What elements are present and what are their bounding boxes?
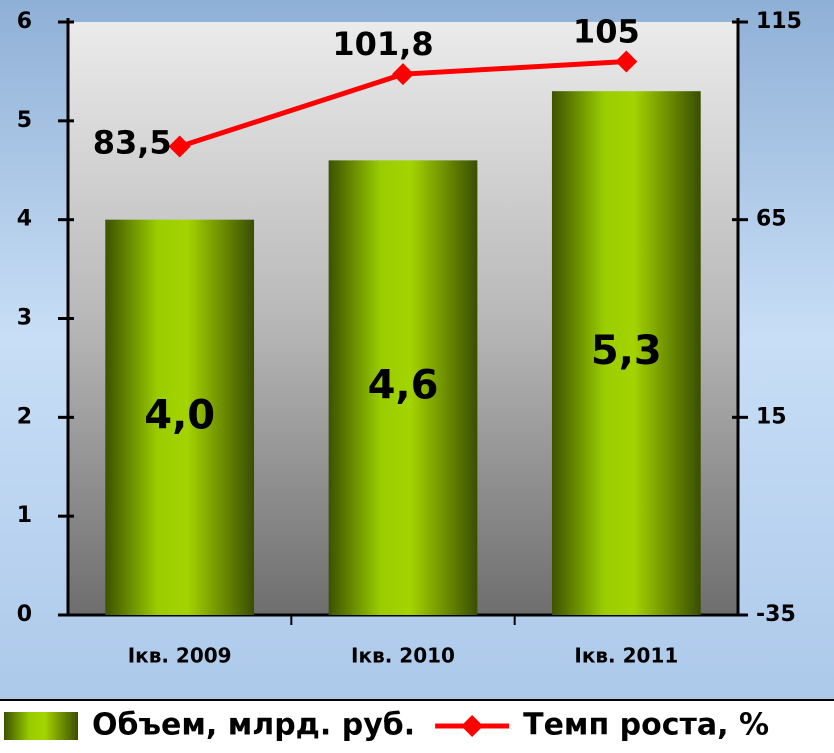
y2-tick-label: 65	[756, 207, 787, 232]
y-tick-label: 0	[17, 602, 32, 627]
bar-value-label: 5,3	[591, 328, 662, 374]
y-tick-label: 3	[17, 306, 32, 331]
y-tick-label: 6	[17, 9, 32, 34]
legend-background	[0, 700, 834, 749]
y-tick-label: 5	[17, 108, 32, 133]
y2-tick-label: 15	[756, 404, 787, 429]
bar	[551, 91, 701, 615]
legend-label: Объем, млрд. руб.	[92, 708, 415, 743]
line-marker	[392, 63, 414, 86]
y-tick-label: 2	[17, 404, 32, 429]
x-tick-label: Iкв. 2009	[128, 644, 232, 668]
legend-label: Темп роста, %	[523, 708, 769, 743]
bar-value-label: 4,6	[368, 363, 439, 409]
line-marker	[168, 135, 191, 158]
line-marker	[615, 50, 638, 73]
legend-swatch	[4, 712, 78, 740]
x-tick-label: Iкв. 2010	[351, 644, 455, 668]
line-value-label: 101,8	[332, 25, 433, 63]
bar	[105, 219, 255, 615]
x-tick-label: Iкв. 2011	[574, 644, 678, 668]
bar-value-label: 4,0	[144, 392, 215, 438]
line-value-label: 105	[573, 13, 640, 51]
y2-tick-label: -35	[756, 602, 796, 627]
y2-tick-label: 115	[756, 9, 802, 34]
y-tick-label: 4	[17, 207, 32, 232]
legend-marker	[461, 715, 484, 737]
y-tick-label: 1	[17, 503, 32, 528]
bar	[328, 160, 478, 615]
line-value-label: 83,5	[93, 124, 172, 162]
